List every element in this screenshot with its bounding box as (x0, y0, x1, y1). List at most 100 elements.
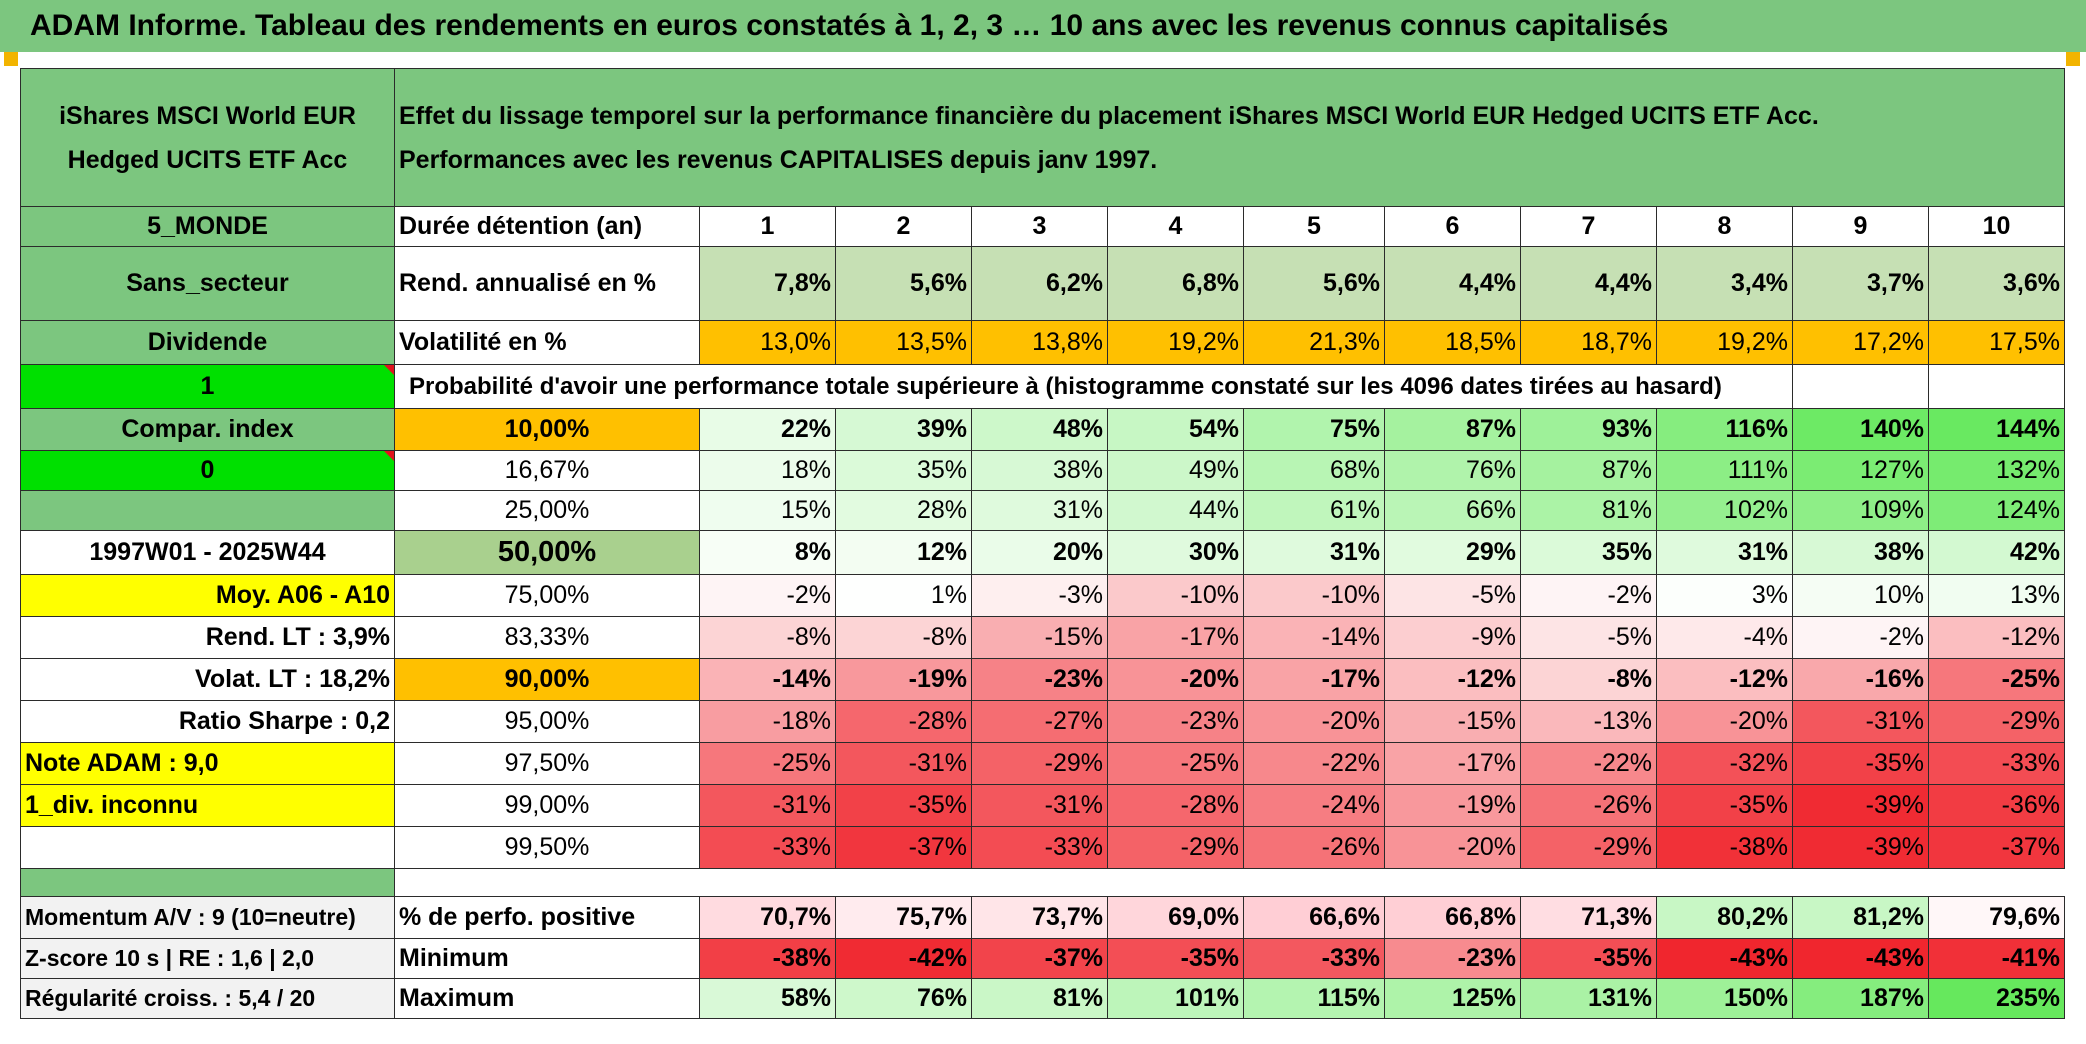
probability-value: -18% (699, 700, 836, 743)
dividend-label: Dividende (20, 320, 395, 365)
probability-value: 127% (1792, 450, 1929, 491)
pos-value: 66,8% (1384, 896, 1521, 939)
probability-value: 48% (971, 408, 1108, 451)
probability-value: 102% (1656, 490, 1793, 531)
max-value: 125% (1384, 978, 1521, 1019)
min-value: -42% (835, 938, 972, 979)
probability-value: -23% (1107, 700, 1244, 743)
probability-value: 109% (1792, 490, 1929, 531)
probability-value: 13% (1928, 574, 2065, 617)
duration-header: 6 (1384, 206, 1521, 247)
probability-value: 42% (1928, 530, 2065, 575)
vol-value: 13,5% (835, 320, 972, 365)
probability-value: -25% (1928, 658, 2065, 701)
pos-value: 71,3% (1520, 896, 1657, 939)
probability-value: 54% (1107, 408, 1244, 451)
probability-value: -17% (1384, 742, 1521, 785)
flag-zero: 0 (20, 450, 395, 491)
min-value: -38% (699, 938, 836, 979)
probability-value: -27% (971, 700, 1108, 743)
min-value: -43% (1792, 938, 1929, 979)
pos-value: 75,7% (835, 896, 972, 939)
probability-value: 15% (699, 490, 836, 531)
note-label: Note ADAM : 9,0 (20, 742, 395, 785)
probability-value: -39% (1792, 826, 1929, 869)
max-label: Maximum (394, 978, 700, 1019)
probability-value: -26% (1520, 784, 1657, 827)
rend-value: 5,6% (835, 246, 972, 321)
probability-value: 38% (1792, 530, 1929, 575)
probability-value: -20% (1384, 826, 1521, 869)
probability-value: -8% (835, 616, 972, 659)
threshold-label: 90,00% (394, 658, 700, 701)
probability-value: -26% (1243, 826, 1385, 869)
max-value: 81% (971, 978, 1108, 1019)
probability-value: -10% (1243, 574, 1385, 617)
rend-value: 7,8% (699, 246, 836, 321)
compar-label: Compar. index (20, 408, 395, 451)
table-row: 25,00% 15% 28% 31% 44% 61% 66% 81% 102% 109% 124% (20, 490, 2065, 531)
volat-lt-label: Volat. LT : 18,2% (20, 658, 395, 701)
vol-value: 18,5% (1384, 320, 1521, 365)
probability-value: 31% (1243, 530, 1385, 575)
probability-value: -35% (1656, 784, 1793, 827)
probability-value: 3% (1656, 574, 1793, 617)
zone-label: 5_MONDE (20, 206, 395, 247)
probability-value: -12% (1656, 658, 1793, 701)
probability-value: -2% (699, 574, 836, 617)
probability-value: -15% (971, 616, 1108, 659)
pos-value: 80,2% (1656, 896, 1793, 939)
description-cell: Effet du lissage temporel sur la perform… (394, 68, 2065, 207)
duration-header: 2 (835, 206, 972, 247)
probability-value: -39% (1792, 784, 1929, 827)
probability-value: 38% (971, 450, 1108, 491)
probability-value: -5% (1384, 574, 1521, 617)
div-label: 1_div. inconnu (20, 784, 395, 827)
threshold-label: 16,67% (394, 450, 700, 491)
probability-value: -25% (699, 742, 836, 785)
empty-side-cell (20, 490, 395, 531)
probability-value: -8% (699, 616, 836, 659)
probability-title: Probabilité d'avoir une performance tota… (394, 364, 1793, 409)
probability-value: 39% (835, 408, 972, 451)
probability-value: 66% (1384, 490, 1521, 531)
threshold-label: 99,00% (394, 784, 700, 827)
probability-value: 132% (1928, 450, 2065, 491)
vol-value: 18,7% (1520, 320, 1657, 365)
vol-value: 13,8% (971, 320, 1108, 365)
duration-label: Durée détention (an) (394, 206, 700, 247)
probability-value: 144% (1928, 408, 2065, 451)
probability-value: 30% (1107, 530, 1244, 575)
table-row: Sans_secteur Rend. annualisé en % 7,8% 5,6%… (20, 246, 2065, 321)
probability-value: -33% (699, 826, 836, 869)
max-value: 150% (1656, 978, 1793, 1019)
probability-value: 44% (1107, 490, 1244, 531)
probability-value: -31% (1792, 700, 1929, 743)
probability-value: 116% (1656, 408, 1793, 451)
table-row: Moy. A06 - A10 75,00% -2% 1% -3% -10% -10% -5% -… (20, 574, 2065, 617)
threshold-label: 83,33% (394, 616, 700, 659)
sharpe-label: Ratio Sharpe : 0,2 (20, 700, 395, 743)
probability-value: -31% (699, 784, 836, 827)
probability-value: 35% (1520, 530, 1657, 575)
period-label: 1997W01 - 2025W44 (20, 530, 395, 575)
probability-value: -25% (1107, 742, 1244, 785)
rend-value: 3,6% (1928, 246, 2065, 321)
duration-header: 10 (1928, 206, 2065, 247)
momentum-label: Momentum A/V : 9 (10=neutre) (20, 896, 395, 939)
duration-header: 7 (1520, 206, 1657, 247)
table-row: 1_div. inconnu 99,00% -31% -35% -31% -28% -24%… (20, 784, 2065, 827)
probability-value: 28% (835, 490, 972, 531)
min-value: -41% (1928, 938, 2065, 979)
probability-value: 22% (699, 408, 836, 451)
vol-value: 19,2% (1107, 320, 1244, 365)
rend-value: 4,4% (1520, 246, 1657, 321)
pos-value: 66,6% (1243, 896, 1385, 939)
probability-value: -22% (1520, 742, 1657, 785)
probability-value: -2% (1792, 616, 1929, 659)
probability-value: -14% (699, 658, 836, 701)
table-row: Volat. LT : 18,2% 90,00% -14% -19% -23% -20% -… (20, 658, 2065, 701)
probability-value: -9% (1384, 616, 1521, 659)
min-value: -35% (1520, 938, 1657, 979)
probability-value: -38% (1656, 826, 1793, 869)
